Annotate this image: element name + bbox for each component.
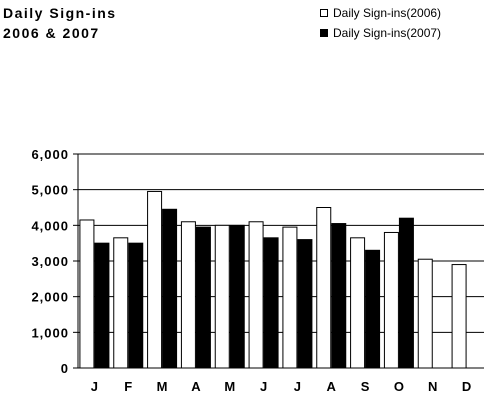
bar-2006: [316, 207, 332, 369]
bar-2006: [282, 226, 298, 369]
bar-2006: [147, 190, 163, 369]
y-tick-label: 1,000: [31, 325, 69, 340]
bar-2006: [79, 219, 95, 369]
y-tick-label: 0: [61, 361, 69, 376]
x-tick-label: M: [224, 379, 236, 394]
legend-item-2007: Daily Sign-ins(2007): [320, 23, 441, 43]
bar-2007: [162, 208, 178, 369]
bar-2007: [331, 223, 347, 369]
x-tick-label: M: [157, 379, 169, 394]
legend-label-2007: Daily Sign-ins(2007): [333, 26, 442, 40]
x-tick-label: A: [191, 379, 201, 394]
y-tick-label: 5,000: [31, 183, 69, 198]
x-tick-label: A: [327, 379, 337, 394]
bar-2006: [417, 258, 433, 369]
bar-2006: [350, 237, 366, 369]
chart-title-line-1: Daily Sign-ins: [3, 5, 117, 21]
y-tick-label: 2,000: [31, 290, 69, 305]
bar-2007: [94, 242, 110, 369]
bar-2006: [451, 264, 467, 369]
bar-2007: [229, 224, 245, 369]
bar-2007: [263, 237, 279, 369]
x-tick-label: J: [91, 379, 99, 394]
y-tick-label: 3,000: [31, 254, 69, 269]
chart-title: Daily Sign-ins 2006 & 2007: [3, 3, 117, 43]
bar-2007: [128, 242, 144, 369]
x-tick-label: J: [294, 379, 302, 394]
bar-2006: [383, 231, 399, 369]
bar-2007: [365, 249, 381, 369]
legend-label-2006: Daily Sign-ins(2006): [333, 6, 442, 20]
x-tick-label: J: [260, 379, 268, 394]
bar-2007: [398, 217, 414, 369]
x-tick-label: D: [462, 379, 472, 394]
legend-item-2006: Daily Sign-ins(2006): [320, 3, 441, 23]
chart-title-line-2: 2006 & 2007: [3, 25, 100, 41]
y-tick-label: 4,000: [31, 218, 69, 233]
x-tick-label: F: [124, 379, 133, 394]
x-tick-label: S: [361, 379, 371, 394]
x-tick-label: O: [394, 379, 405, 394]
y-tick-label: 6,000: [31, 147, 69, 162]
legend-swatch-2006: [320, 9, 328, 17]
x-tick-label: N: [428, 379, 438, 394]
bar-2006: [113, 237, 129, 369]
bar-2006: [214, 224, 230, 369]
bar-2007: [297, 239, 313, 369]
legend-swatch-2007: [320, 29, 328, 37]
bar-2007: [195, 226, 211, 369]
bar-2006: [248, 221, 264, 369]
legend: Daily Sign-ins(2006) Daily Sign-ins(2007…: [320, 3, 441, 43]
bar-2006: [180, 221, 196, 369]
